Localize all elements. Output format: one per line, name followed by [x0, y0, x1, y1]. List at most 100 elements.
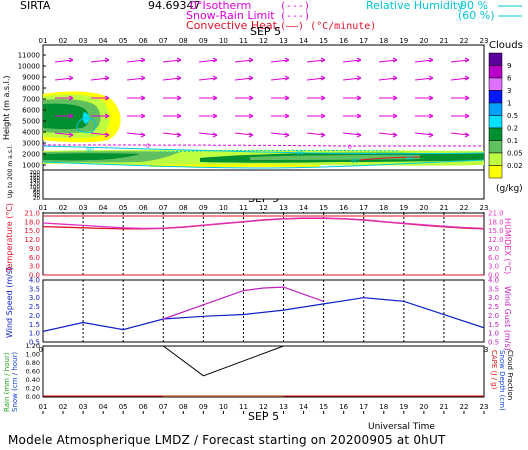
cloud-swatch	[488, 90, 503, 104]
wind-arrow-head	[356, 113, 362, 119]
hour-label: 14	[299, 37, 308, 45]
rh-contour-label: 60	[351, 158, 359, 165]
wind-arrow	[234, 132, 254, 136]
wind-arrow-head	[284, 95, 290, 101]
humidex-tick-label: 15.0	[488, 227, 504, 235]
cloud-swatch-label: 3	[507, 87, 511, 95]
wind-speed-tick-label: 3.5	[29, 285, 40, 293]
wind-arrow-head	[392, 57, 398, 63]
temperature-tick-label: 9.0	[29, 245, 40, 253]
wind-arrow-head	[428, 113, 434, 119]
station-coords: 94.69347	[148, 0, 201, 12]
wind-speed-tick-label: 1.5	[29, 321, 40, 329]
height-tick-label: 6000	[22, 107, 40, 115]
temperature-panel-frame	[42, 212, 485, 276]
precip-tick-label: 0.20	[26, 385, 40, 393]
wind-arrow	[378, 59, 398, 63]
wind-arrow	[234, 59, 254, 63]
rh-contour-1	[43, 145, 484, 155]
hour-label: 10	[219, 37, 228, 45]
wind-arrow-head	[176, 75, 182, 81]
wind-arrow-head	[320, 132, 326, 138]
temperature-grid	[42, 213, 485, 276]
wind-arrow-head	[212, 57, 218, 63]
hour-label: 01	[39, 204, 48, 212]
wind-arrow-head	[356, 132, 362, 138]
hour-label: 19	[399, 204, 408, 212]
hour-axis-bottom: 01 02 03 04 05 06 07 08 09 10 11 12 13 14 15 16 17 18 19 20…	[39, 403, 488, 414]
cloud-swatch	[488, 152, 503, 166]
day-label-bottom: SEP 5	[248, 410, 279, 423]
wind-gust-tick-label: 1.5	[488, 321, 499, 329]
wind-arrow-head	[428, 57, 434, 63]
wind-arrow-head	[212, 75, 218, 81]
wind-arrow	[414, 132, 434, 136]
hour-label: 18	[379, 37, 388, 45]
low-height-tick-label: 120	[30, 182, 41, 188]
wind-arrow-head	[212, 113, 218, 119]
wind-gust-tick-label: 3.5	[488, 285, 499, 293]
cloud-fields	[43, 91, 484, 171]
legend-rh-60: (60 %)	[458, 9, 495, 22]
hour-label: 08	[179, 37, 188, 45]
low-height-tick-label: 60	[33, 190, 40, 196]
series-wind-speed	[43, 297, 484, 332]
temperature-tick-label: 3.0	[29, 263, 40, 271]
temperature-axis-label: Temperature (°C)	[5, 203, 14, 273]
cloud-swatch	[488, 140, 503, 154]
height-tick-label: 11000	[18, 52, 40, 60]
wind-gust-tick-label: 2.0	[488, 312, 499, 320]
humidex-tick-label: 3.0	[488, 263, 499, 271]
temperature-axis: 0.0 0.03.0 3.06.0 6.09.0 9.012.0 12.015.0 15.0…	[24, 210, 503, 280]
humidex-tick-label: 9.0	[488, 245, 499, 253]
hour-label: 11	[239, 37, 248, 45]
wind-speed-axis-label: Wind Speed (m/s)	[5, 267, 14, 338]
cloud-swatch	[488, 65, 503, 79]
hour-label: 22	[459, 37, 468, 45]
wind-arrow-head	[212, 132, 218, 138]
wind-arrow	[450, 132, 470, 136]
cloud-swatch-label: 9	[507, 62, 511, 70]
height-tick-label: 1000	[22, 162, 40, 170]
low-height-tick-label: 80	[33, 187, 40, 193]
temperature-tick-label: 12.0	[24, 236, 40, 244]
precip-tick-label: 0.00	[26, 393, 40, 401]
hour-label: 04	[99, 204, 108, 212]
wind-arrow-head	[140, 113, 146, 119]
hour-label: 20	[419, 403, 428, 411]
hour-label: 18	[379, 204, 388, 212]
hour-label: 21	[439, 37, 448, 45]
rh-contour-2	[43, 159, 484, 169]
wind-arrow-head	[248, 75, 254, 81]
hour-label: 01	[39, 37, 48, 45]
cloud-swatch	[488, 127, 503, 141]
wind-arrow	[198, 132, 218, 136]
hour-label: 19	[399, 37, 408, 45]
hour-label: 19	[399, 403, 408, 411]
wind-arrow-head	[68, 75, 74, 81]
hour-label: 05	[119, 403, 128, 411]
hour-label: 01	[39, 403, 48, 411]
wind-arrow-head	[176, 132, 182, 138]
hour-label: 23	[480, 204, 489, 212]
low-height-tick-label: 160	[30, 176, 41, 182]
series-humidex	[43, 217, 484, 230]
temperature-panel: 0.0 0.03.0 3.06.0 6.09.0 9.012.0 12.015.0 15.0…	[5, 203, 512, 280]
rh-contour-4	[159, 149, 401, 153]
station-name: SIRTA	[20, 0, 51, 12]
precip-tick-label: 1.00	[26, 351, 40, 359]
wind-arrow	[54, 59, 74, 63]
wind-arrow-head	[320, 75, 326, 81]
x-axis-label: Universal Time	[368, 422, 435, 432]
wind-speed-tick-label: 2.5	[29, 303, 40, 311]
wind-arrow-head	[392, 132, 398, 138]
cloud-swatch	[488, 102, 503, 116]
hour-label: 12	[259, 37, 268, 45]
hour-label: 13	[279, 403, 288, 411]
hour-label: 08	[179, 204, 188, 212]
hour-label: 04	[99, 403, 108, 411]
wind-arrow	[378, 77, 398, 81]
cloud-swatch-label: 0.02	[507, 162, 523, 170]
wind-arrow	[234, 77, 254, 81]
cloud-swatch	[488, 165, 503, 179]
